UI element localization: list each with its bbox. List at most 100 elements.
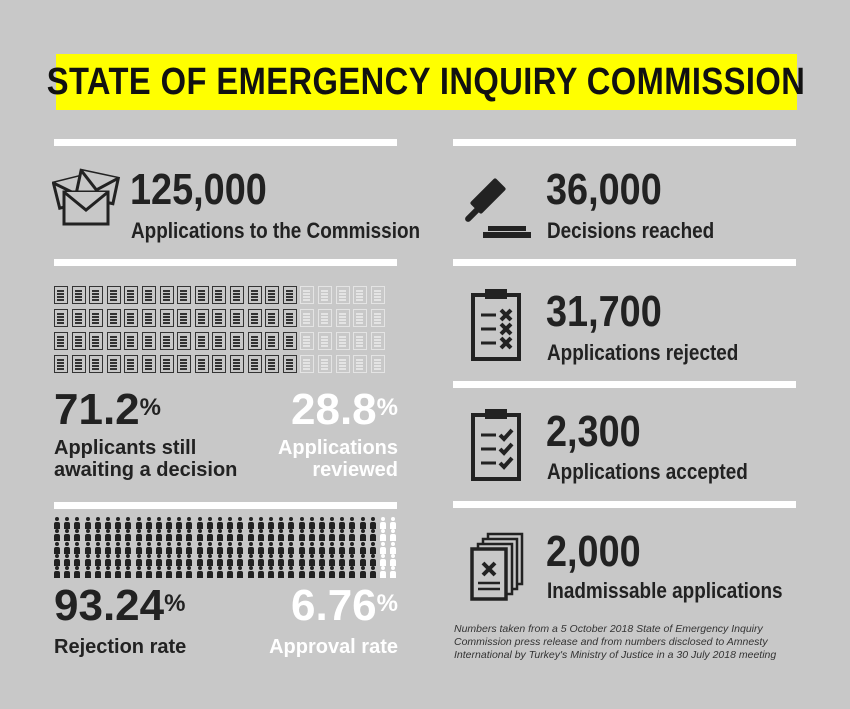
pending-documents-grid — [54, 286, 387, 375]
person-icon — [337, 517, 347, 529]
envelopes-icon — [52, 168, 121, 226]
person-icon — [52, 541, 62, 554]
inadmissible-label: Inadmissable applications — [547, 578, 783, 603]
document-icon — [194, 355, 209, 373]
person-icon — [164, 541, 174, 554]
person-icon — [235, 553, 245, 566]
person-icon — [327, 541, 337, 554]
person-icon — [368, 541, 378, 554]
person-icon — [195, 566, 205, 579]
person-icon — [317, 541, 327, 554]
person-icon — [246, 553, 256, 566]
person-icon — [235, 541, 245, 554]
person-icon — [256, 541, 266, 554]
person-icon — [256, 517, 266, 529]
person-icon — [62, 553, 72, 566]
person-icon — [235, 529, 245, 542]
person-icon — [225, 517, 235, 529]
inadmissible-value: 2,000 — [546, 527, 641, 576]
person-icon — [52, 517, 62, 529]
person-icon — [123, 553, 133, 566]
person-icon — [297, 553, 307, 566]
person-icon — [378, 529, 388, 542]
person-icon — [72, 566, 82, 579]
person-icon — [103, 529, 113, 542]
person-icon — [113, 553, 123, 566]
document-icon — [71, 309, 86, 327]
person-icon — [388, 529, 398, 542]
document-icon — [300, 332, 315, 350]
rejected-value: 31,700 — [546, 287, 662, 336]
document-icon — [370, 309, 385, 327]
person-icon — [256, 566, 266, 579]
document-icon — [317, 355, 332, 373]
person-icon — [154, 553, 164, 566]
divider — [453, 259, 796, 266]
awaiting-label: Applicants still awaiting a decision — [54, 437, 238, 481]
person-icon — [205, 541, 215, 554]
person-icon — [286, 553, 296, 566]
person-icon — [246, 517, 256, 529]
person-icon — [144, 517, 154, 529]
document-icon — [247, 332, 262, 350]
person-icon — [378, 553, 388, 566]
person-icon — [123, 517, 133, 529]
person-icon — [154, 517, 164, 529]
person-icon — [62, 541, 72, 554]
document-icon — [141, 332, 156, 350]
person-icon — [184, 566, 194, 579]
person-icon — [347, 566, 357, 579]
person-icon — [307, 541, 317, 554]
person-icon — [317, 517, 327, 529]
person-icon — [297, 541, 307, 554]
person-icon — [62, 517, 72, 529]
person-icon — [154, 566, 164, 579]
rejection-percent: 93.24% — [54, 581, 186, 630]
document-icon — [177, 309, 192, 327]
person-icon — [195, 517, 205, 529]
accepted-value: 2,300 — [546, 407, 641, 456]
person-icon — [215, 566, 225, 579]
person-icon — [174, 566, 184, 579]
document-icon — [106, 286, 121, 304]
person-icon — [103, 517, 113, 529]
document-icon — [159, 286, 174, 304]
document-icon — [212, 355, 227, 373]
person-icon — [103, 553, 113, 566]
person-icon — [93, 517, 103, 529]
document-icon — [54, 332, 68, 350]
person-icon — [358, 553, 368, 566]
person-icon — [215, 553, 225, 566]
person-icon — [52, 529, 62, 542]
divider — [54, 259, 397, 266]
document-icon — [89, 355, 104, 373]
person-icon — [388, 566, 398, 579]
document-icon — [229, 309, 244, 327]
document-icon — [247, 355, 262, 373]
person-icon — [297, 517, 307, 529]
person-icon — [276, 566, 286, 579]
person-icon — [72, 541, 82, 554]
document-icon — [124, 332, 139, 350]
applications-value: 125,000 — [130, 165, 267, 214]
person-icon — [368, 566, 378, 579]
person-icon — [368, 517, 378, 529]
person-icon — [83, 517, 93, 529]
document-icon — [212, 309, 227, 327]
document-icon — [353, 309, 368, 327]
person-icon — [327, 566, 337, 579]
clipboard-crosses-icon — [471, 289, 521, 361]
person-icon — [388, 517, 398, 529]
document-icon — [335, 355, 350, 373]
document-icon — [300, 286, 315, 304]
person-icon — [144, 553, 154, 566]
decisions-people-grid — [52, 517, 398, 579]
document-icon — [247, 309, 262, 327]
person-icon — [174, 517, 184, 529]
document-icon — [212, 286, 227, 304]
document-icon — [89, 286, 104, 304]
person-icon — [123, 541, 133, 554]
person-icon — [184, 529, 194, 542]
person-icon — [113, 517, 123, 529]
person-icon — [235, 566, 245, 579]
